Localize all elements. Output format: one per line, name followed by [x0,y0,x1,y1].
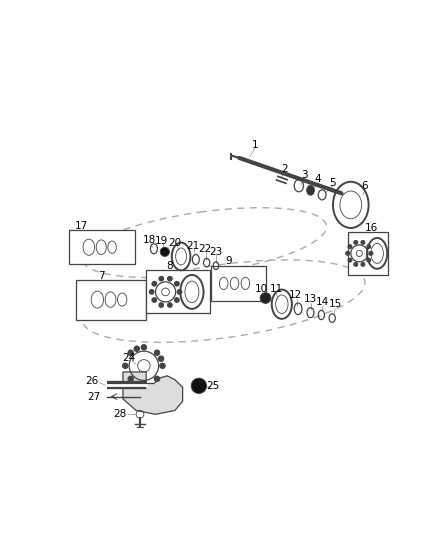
Circle shape [346,252,350,255]
Text: 15: 15 [328,299,342,309]
Circle shape [160,247,170,256]
Bar [211,265,265,301]
Circle shape [354,262,358,266]
Circle shape [123,363,128,368]
Circle shape [168,303,172,308]
Text: 17: 17 [75,221,88,231]
Circle shape [141,345,147,350]
Circle shape [367,259,371,262]
Circle shape [149,289,154,294]
Text: 24: 24 [123,353,136,363]
Circle shape [367,245,371,248]
Text: 1: 1 [251,140,258,150]
Text: 16: 16 [364,223,378,233]
Text: 4: 4 [315,174,321,184]
Circle shape [159,356,164,361]
Text: 7: 7 [98,271,105,281]
PathPatch shape [123,372,183,414]
Circle shape [348,259,352,262]
Text: 26: 26 [85,376,99,386]
Circle shape [152,281,157,286]
Text: 11: 11 [270,284,283,294]
Text: 6: 6 [361,181,368,191]
Circle shape [134,346,139,351]
Text: 14: 14 [316,297,329,307]
Circle shape [159,303,163,308]
Circle shape [361,262,365,266]
Circle shape [141,382,147,387]
Text: 25: 25 [206,381,219,391]
Bar [146,270,210,313]
Text: 13: 13 [304,294,317,304]
Circle shape [128,376,134,382]
Text: 12: 12 [288,290,302,300]
Circle shape [348,245,352,248]
Circle shape [154,350,160,356]
Circle shape [354,240,358,244]
Circle shape [361,240,365,244]
Text: 22: 22 [198,244,212,254]
Circle shape [174,281,179,286]
Text: 21: 21 [186,241,199,251]
Text: 27: 27 [87,392,100,401]
Text: 3: 3 [301,170,307,180]
Bar [69,230,135,264]
Circle shape [152,298,157,302]
Text: 9: 9 [226,256,233,266]
Circle shape [174,298,179,302]
Bar [77,280,146,320]
Bar [348,232,388,275]
Circle shape [159,277,163,281]
Text: 2: 2 [281,164,287,174]
Text: 19: 19 [155,236,168,246]
Circle shape [154,376,160,382]
Text: 18: 18 [143,235,156,245]
Text: 28: 28 [113,409,127,419]
Circle shape [191,378,207,393]
Circle shape [128,350,134,356]
Text: 8: 8 [166,261,173,271]
Ellipse shape [307,185,314,195]
Circle shape [177,289,182,294]
Text: 10: 10 [254,284,268,294]
Text: 5: 5 [329,177,336,188]
Text: 23: 23 [209,247,223,257]
Text: 20: 20 [168,238,181,248]
Circle shape [260,293,271,303]
Circle shape [168,277,172,281]
Circle shape [160,363,165,368]
Circle shape [369,252,373,255]
